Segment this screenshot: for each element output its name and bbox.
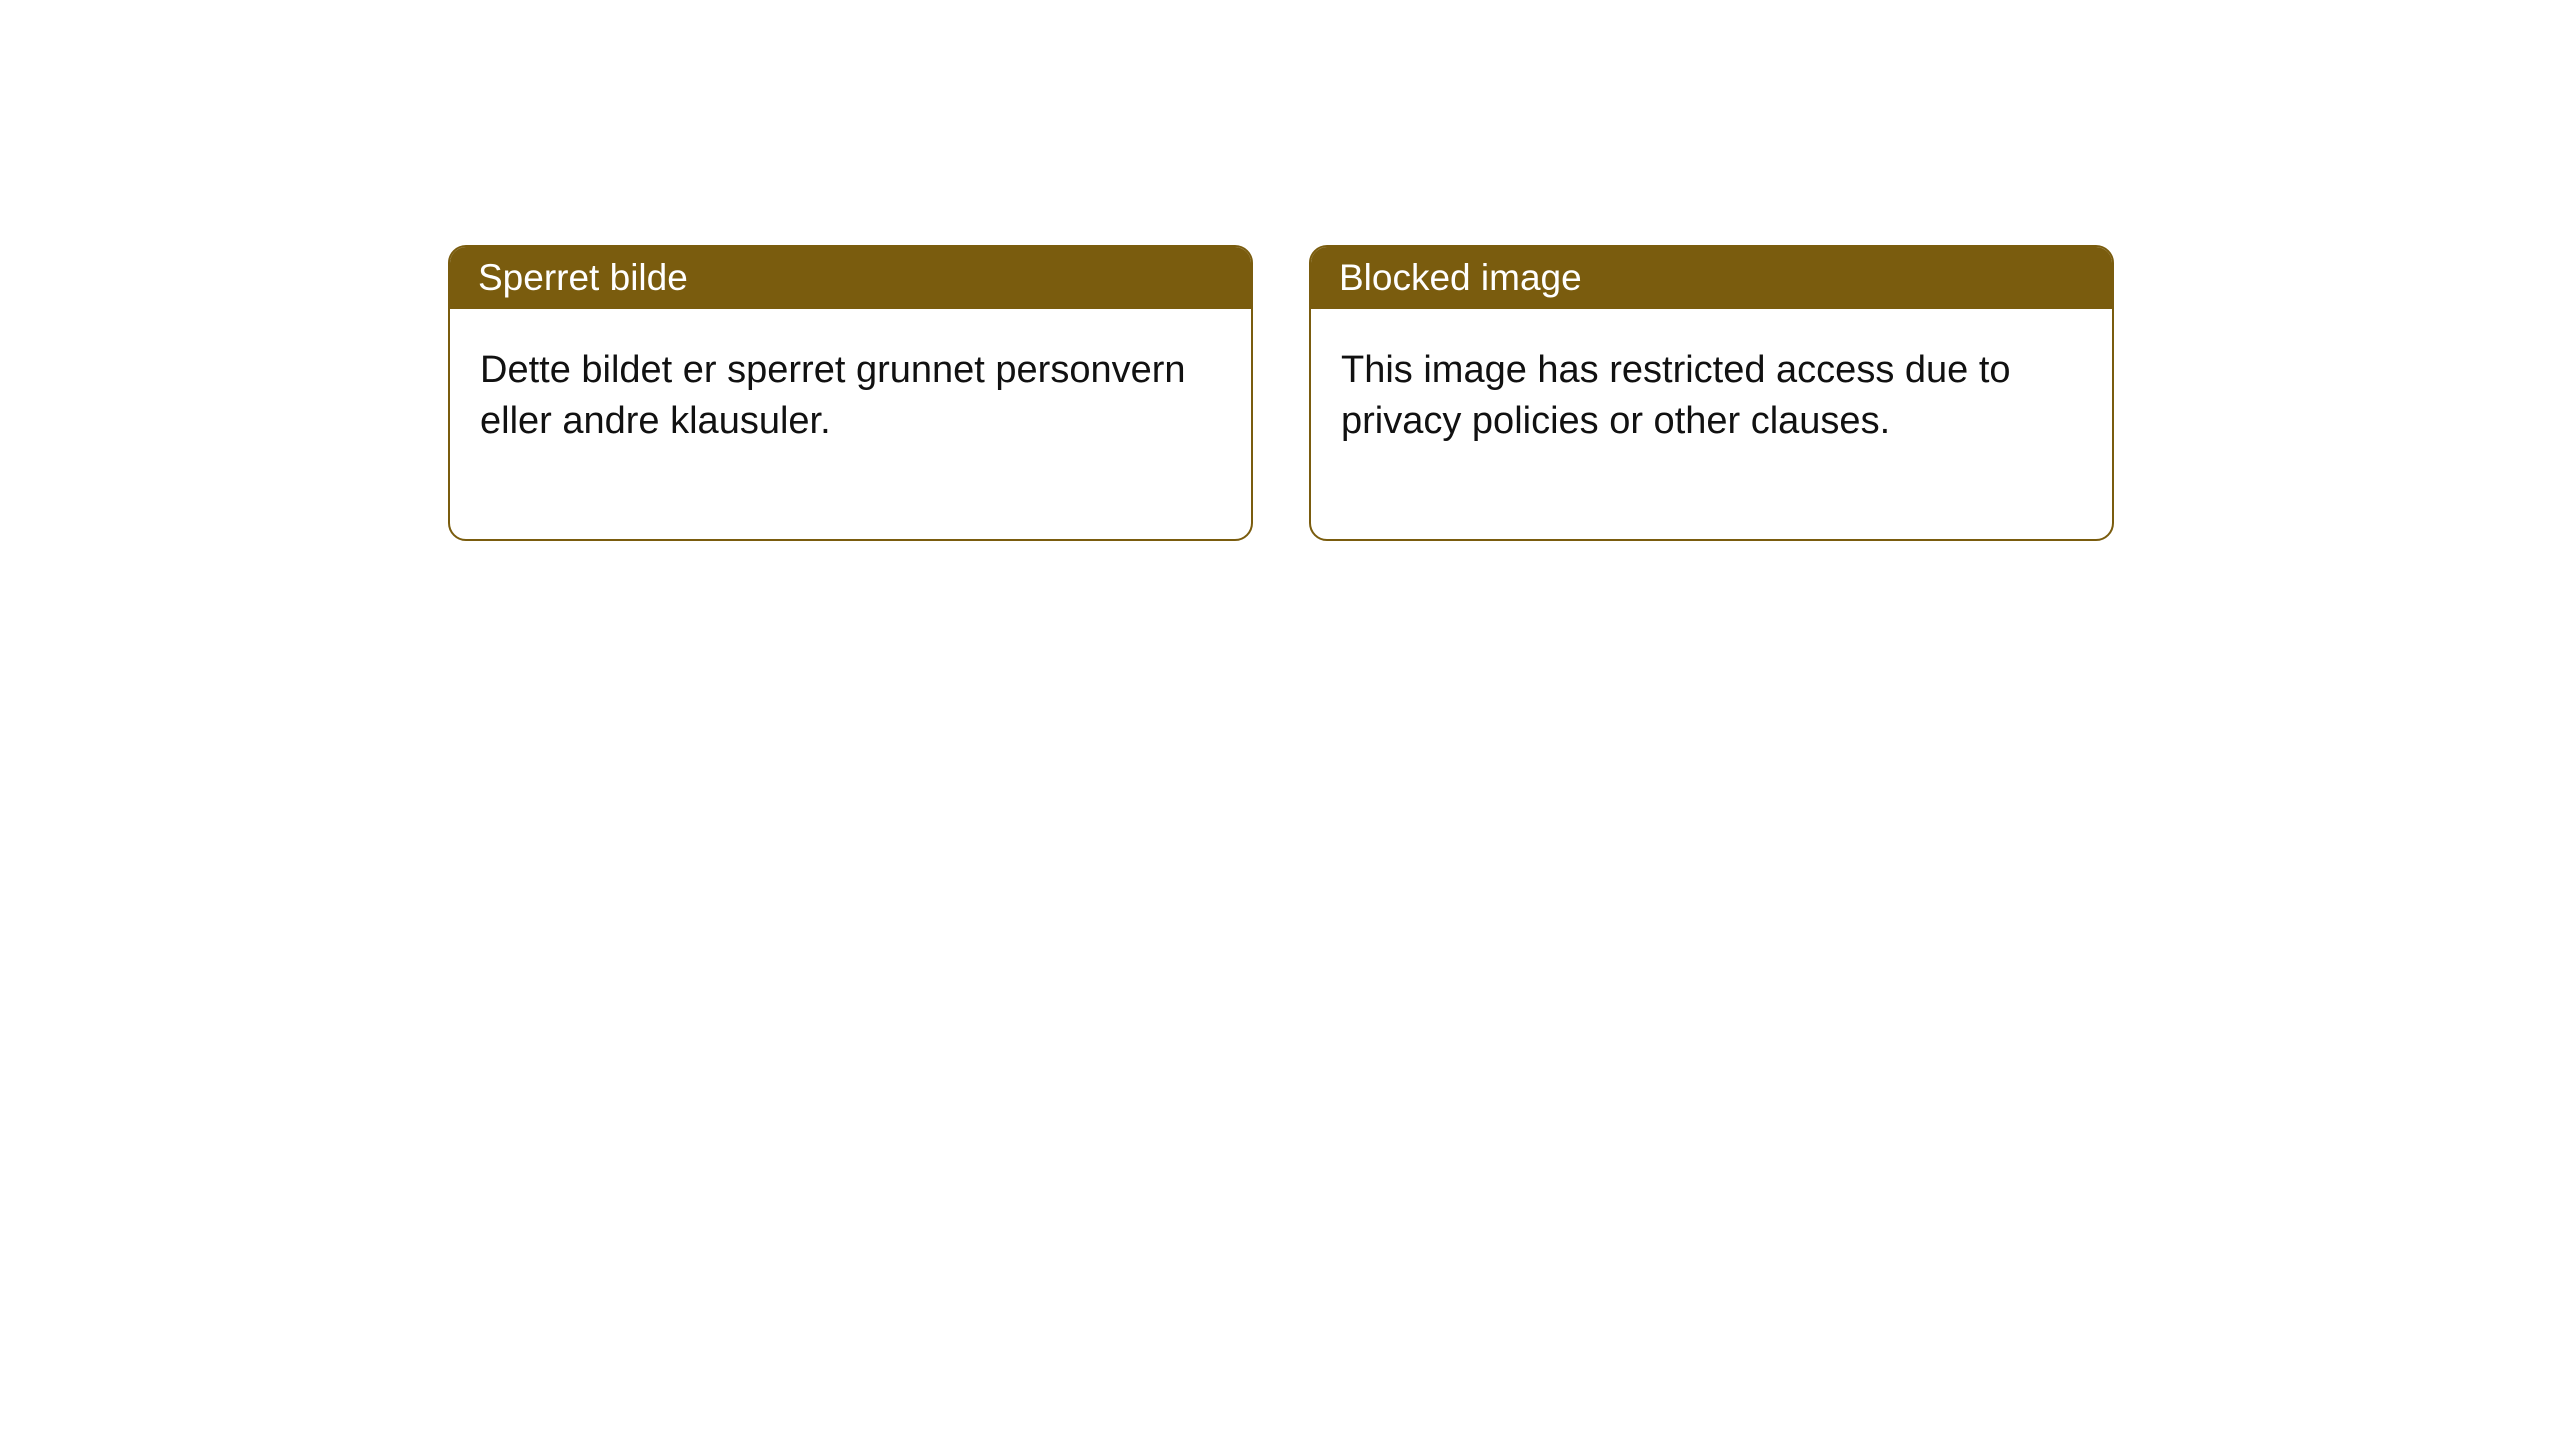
notice-cards-container: Sperret bilde Dette bildet er sperret gr… — [0, 0, 2560, 541]
notice-card-header: Blocked image — [1311, 247, 2112, 309]
notice-card-norwegian: Sperret bilde Dette bildet er sperret gr… — [448, 245, 1253, 541]
notice-card-body: Dette bildet er sperret grunnet personve… — [450, 309, 1251, 539]
notice-card-header: Sperret bilde — [450, 247, 1251, 309]
notice-card-title: Sperret bilde — [478, 257, 688, 298]
notice-card-text: This image has restricted access due to … — [1341, 349, 2011, 442]
notice-card-title: Blocked image — [1339, 257, 1582, 298]
notice-card-body: This image has restricted access due to … — [1311, 309, 2112, 539]
notice-card-english: Blocked image This image has restricted … — [1309, 245, 2114, 541]
notice-card-text: Dette bildet er sperret grunnet personve… — [480, 349, 1186, 442]
